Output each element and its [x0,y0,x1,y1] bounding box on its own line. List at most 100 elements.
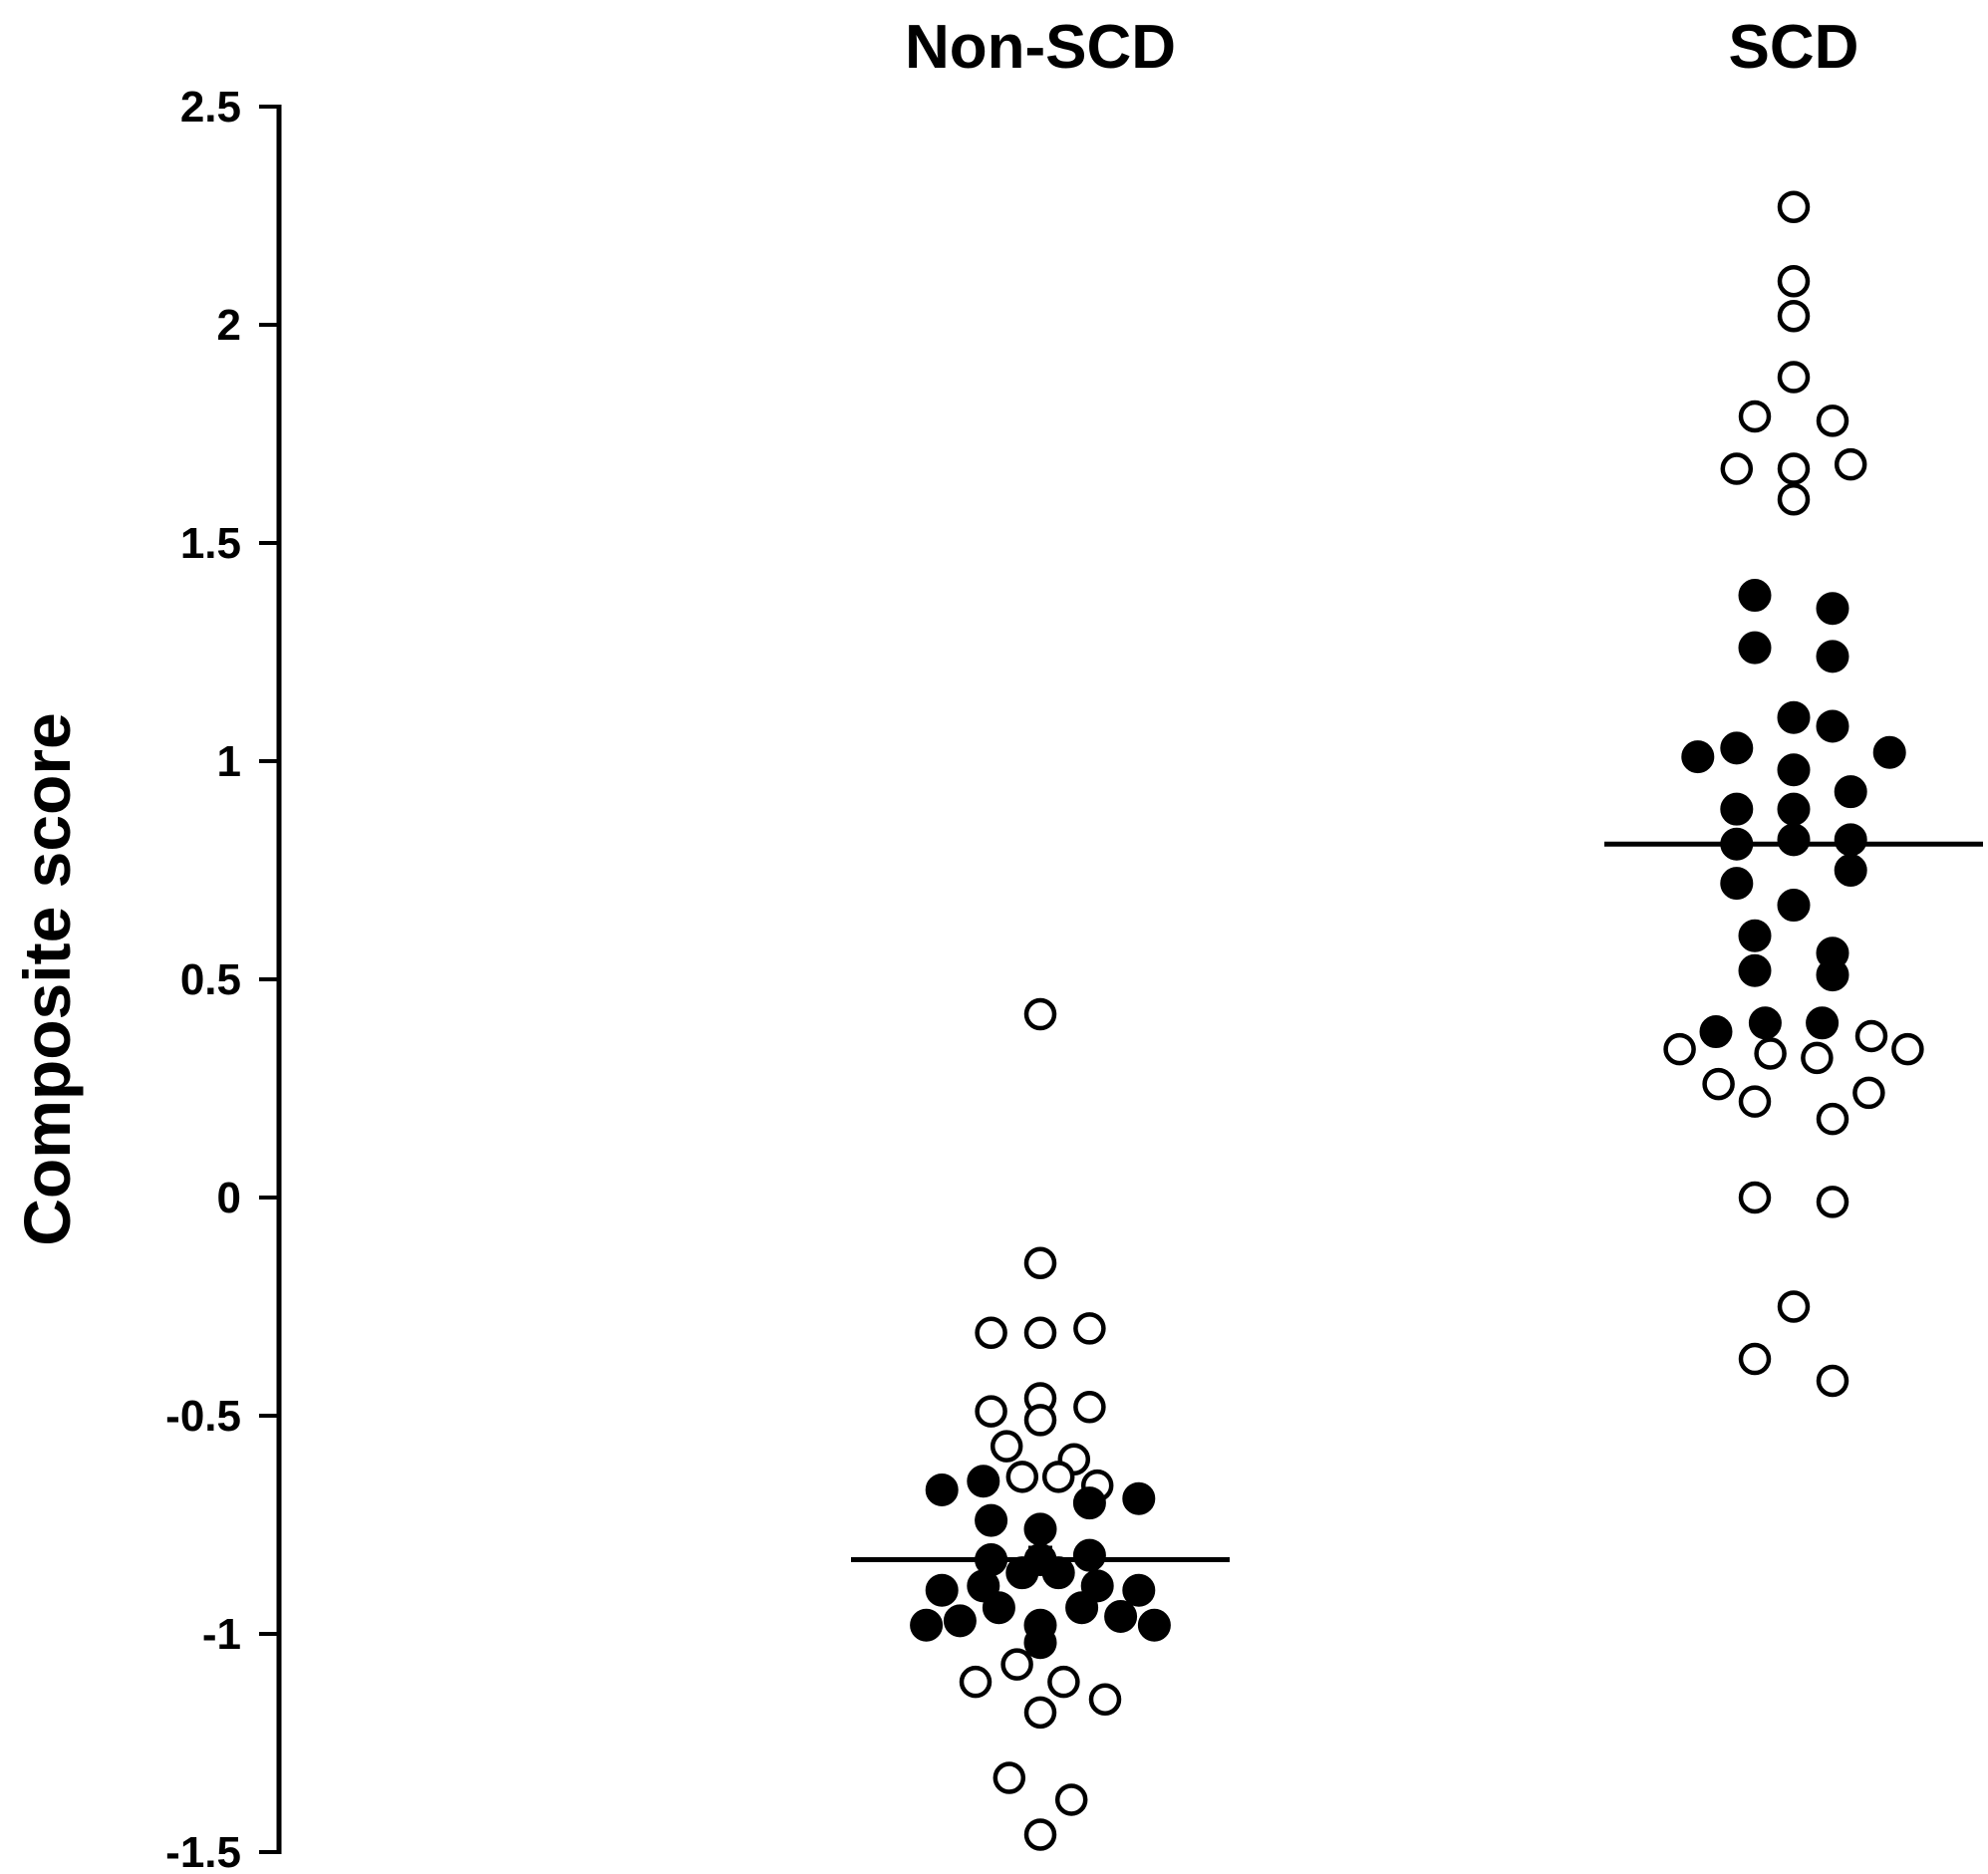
data-point-filled [1834,854,1867,887]
data-point-open [1777,299,1811,333]
data-point-filled [1023,1626,1057,1660]
data-point-open [1023,1246,1057,1279]
y-tick-label: 2 [217,301,241,350]
data-point-filled [1137,1608,1171,1642]
data-point-open [1816,1102,1849,1136]
y-tick-label: 1 [217,737,241,786]
data-point-open [1054,1783,1088,1816]
group-label: Non-SCD [905,13,1176,82]
data-point-open [1023,997,1057,1031]
data-point-filled [1816,958,1849,992]
mean-lines [851,830,1983,1563]
data-point-open [1777,1290,1811,1323]
y-tick-label: 1.5 [180,519,241,568]
data-point-open [1816,404,1849,437]
data-point-open [1777,190,1811,223]
data-point-filled [975,1503,1008,1537]
data-point-filled [1080,1569,1114,1603]
data-point-open [1663,1032,1696,1066]
data-point-filled [1872,735,1906,769]
data-point-open [959,1665,993,1699]
data-point-filled [967,1465,1000,1498]
data-point-filled [1738,919,1772,952]
data-point-filled [1834,775,1867,809]
data-point-open [1073,1390,1106,1424]
data-point-open [975,1395,1007,1428]
data-point-open [1801,1041,1834,1075]
data-point-filled [1681,740,1715,774]
group-labels: Non-SCD SCD [905,13,1858,82]
data-point-filled [1072,1538,1106,1572]
y-tick-label: 0 [217,1174,241,1222]
data-point-filled [1738,953,1772,987]
data-point-open [1047,1665,1080,1699]
y-tick-label: 2.5 [180,83,241,132]
data-point-open [1720,452,1754,485]
data-point-filled [1041,1556,1075,1590]
data-point-open [975,1316,1007,1350]
data-point-filled [1720,731,1754,765]
y-tick-label: -1.5 [165,1828,241,1874]
data-point-open [993,1761,1026,1794]
data-point-filled [1122,1573,1156,1607]
data-point-open [1777,361,1811,394]
y-axis-title: Composite score [10,712,84,1245]
data-point-filled [1777,889,1811,923]
data-points [910,190,1924,1851]
data-point-filled [982,1591,1015,1625]
y-tick-label: -1 [202,1610,241,1659]
data-point-open [1738,1342,1772,1376]
group-label: SCD [1729,13,1859,82]
data-point-filled [1816,640,1849,673]
data-point-filled [1699,1015,1733,1049]
data-point-filled [1738,631,1772,665]
data-point-filled [1023,1512,1057,1546]
data-point-open [1777,482,1811,516]
data-point-filled [1777,792,1811,826]
data-point-open [1738,400,1772,433]
y-tick-label: 0.5 [180,955,241,1004]
data-point-open [1854,1019,1888,1053]
data-point-open [1023,1404,1057,1437]
data-point-filled [1777,700,1811,734]
data-point-filled [1738,579,1772,613]
data-point-filled [1720,792,1754,826]
data-point-filled [943,1604,977,1638]
data-point-filled [1072,1486,1106,1520]
data-point-filled [1104,1599,1138,1633]
data-point-open [1023,1818,1057,1851]
data-point-open [1834,447,1867,481]
data-point-open [1816,1364,1849,1398]
data-point-open [1891,1032,1924,1066]
data-point-open [1777,452,1811,485]
data-point-filled [1122,1481,1156,1515]
data-point-filled [910,1608,944,1642]
data-point-filled [1816,709,1849,743]
data-point-filled [1777,753,1811,787]
data-point-filled [1806,1006,1840,1040]
data-point-open [1023,1316,1057,1350]
y-ticks [259,105,279,1854]
y-tick-label: -0.5 [165,1392,241,1441]
data-point-open [1816,1186,1849,1218]
data-point-open [990,1430,1023,1463]
data-point-filled [1748,1006,1782,1040]
data-point-filled [925,1472,959,1506]
data-point-filled [1816,592,1849,626]
data-point-open [1073,1312,1106,1345]
data-point-open [1852,1076,1885,1110]
data-point-filled [1777,823,1811,857]
data-point-open [1023,1696,1057,1730]
data-point-open [1738,1085,1772,1118]
data-point-open [1777,264,1811,298]
data-point-open [1005,1461,1039,1493]
data-point-filled [1834,823,1867,857]
data-point-open [1041,1461,1075,1493]
data-point-filled [1720,867,1754,901]
data-point-open [1754,1037,1787,1070]
data-point-open [1000,1648,1033,1681]
y-tick-labels: 2.5 2 1.5 1 0.5 0 -0.5 -1 -1.5 [165,83,241,1874]
data-point-open [1738,1181,1772,1214]
data-point-open [1702,1067,1735,1101]
